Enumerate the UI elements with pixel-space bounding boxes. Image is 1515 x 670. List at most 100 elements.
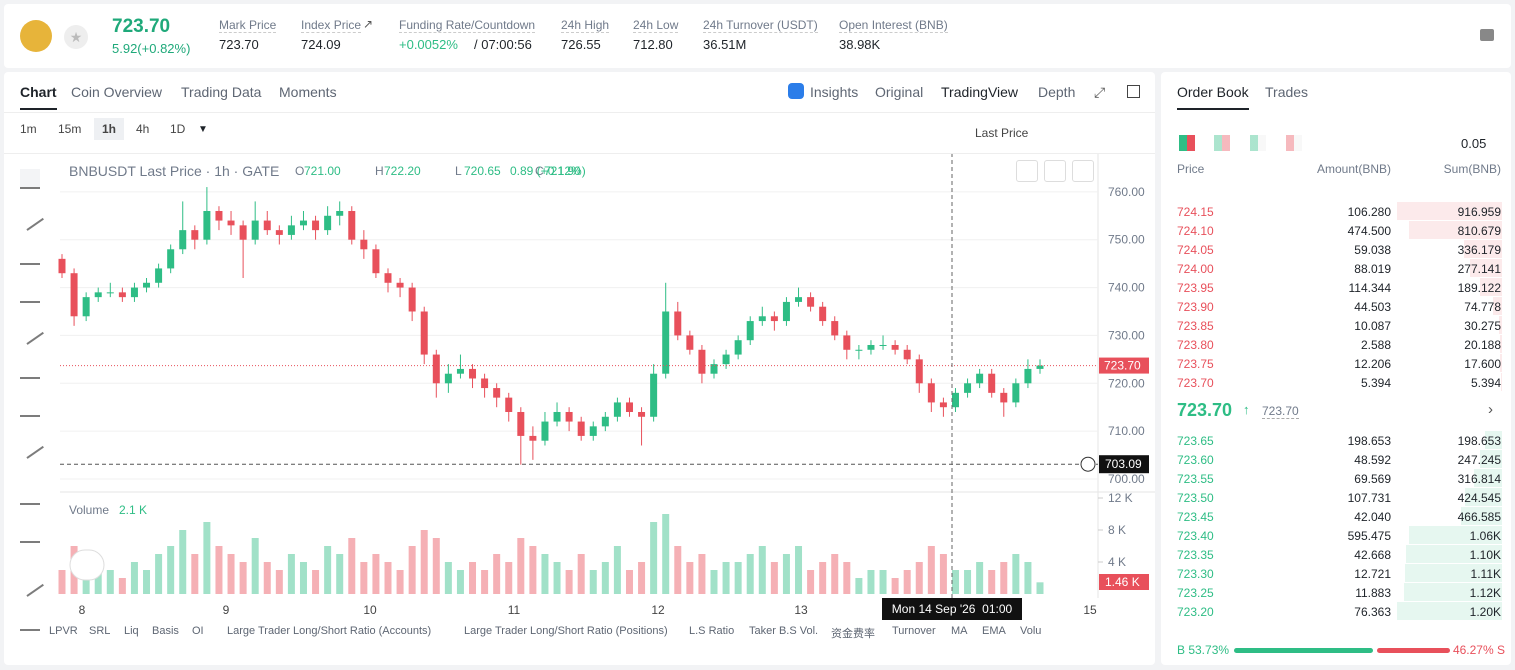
- ob-more[interactable]: ›: [1488, 401, 1493, 418]
- ob-price[interactable]: 723.45: [1177, 510, 1214, 524]
- indicator[interactable]: OI: [192, 625, 204, 637]
- ob-price[interactable]: 723.40: [1177, 529, 1214, 543]
- price-source[interactable]: Last Price: [975, 126, 1029, 140]
- ob-price[interactable]: 723.30: [1177, 567, 1214, 581]
- indicator[interactable]: Taker B.S Vol.: [749, 625, 819, 637]
- chart-btn[interactable]: [1072, 160, 1094, 182]
- ob-price[interactable]: 723.95: [1177, 281, 1214, 295]
- ob-tab[interactable]: Trades: [1265, 84, 1309, 100]
- indicator[interactable]: EMA: [982, 625, 1006, 637]
- ob-price[interactable]: 723.85: [1177, 319, 1214, 333]
- interval[interactable]: 1h: [94, 118, 125, 140]
- ob-layout[interactable]: [1214, 135, 1230, 151]
- depth-bar: [1499, 335, 1502, 353]
- y-tick-label: 760.00: [1108, 185, 1145, 199]
- external-icon[interactable]: ↗: [363, 17, 374, 31]
- indicator[interactable]: L.S Ratio: [689, 625, 735, 637]
- tool-icon[interactable]: [20, 169, 40, 189]
- depth-bar: [1397, 202, 1502, 220]
- interval[interactable]: 1m: [20, 122, 37, 136]
- candle-body: [493, 388, 501, 398]
- chart-btn[interactable]: [1044, 160, 1066, 182]
- ob-price[interactable]: 723.80: [1177, 338, 1214, 352]
- expand-icon[interactable]: ⤢: [1094, 84, 1106, 100]
- ob-price[interactable]: 723.50: [1177, 491, 1214, 505]
- indicator[interactable]: Liq: [124, 625, 139, 637]
- candle-body: [179, 230, 187, 250]
- ob-price[interactable]: 723.75: [1177, 357, 1214, 371]
- favorite-star[interactable]: ★: [64, 25, 88, 49]
- ob-layout[interactable]: [1179, 135, 1195, 151]
- tool-icon[interactable]: [20, 611, 40, 631]
- dropdown[interactable]: ▼: [198, 124, 208, 135]
- ob-head: Sum(BNB): [1443, 162, 1501, 176]
- tool-icon[interactable]: [20, 283, 40, 303]
- ob-layout[interactable]: [1286, 135, 1302, 151]
- ob-sum: 189.122: [1457, 281, 1501, 295]
- ob-sum: 198.653: [1457, 434, 1501, 448]
- ob-price[interactable]: 723.70: [1177, 376, 1214, 390]
- ob-price[interactable]: 724.00: [1177, 262, 1214, 276]
- chart-tab[interactable]: Chart: [20, 84, 57, 110]
- indicator[interactable]: Large Trader Long/Short Ratio (Accounts): [227, 625, 432, 637]
- indicator[interactable]: 资金费率: [831, 628, 875, 640]
- chart: 700.00 710.00 720.00 730.00 740.00 750.00 760.…: [58, 153, 1155, 620]
- view-tab[interactable]: TradingView: [941, 84, 1019, 100]
- ob-layout[interactable]: [1250, 135, 1266, 151]
- volume-bar: [674, 546, 682, 594]
- ob-price[interactable]: 723.65: [1177, 434, 1214, 448]
- chart-btn[interactable]: [1016, 160, 1038, 182]
- interval[interactable]: 4h: [136, 122, 150, 136]
- window-icon[interactable]: [1127, 85, 1140, 98]
- tool-icon[interactable]: [20, 397, 40, 417]
- insights-icon: [788, 83, 804, 99]
- candle-body: [939, 402, 947, 408]
- view-tab[interactable]: Original: [875, 84, 924, 100]
- ob-price[interactable]: 724.15: [1177, 205, 1214, 219]
- candle-body: [698, 349, 706, 374]
- ob-price[interactable]: 723.25: [1177, 586, 1214, 600]
- tool-icon[interactable]: [20, 523, 40, 543]
- indicator[interactable]: Volu: [1020, 625, 1042, 637]
- view-tab[interactable]: Depth: [1038, 84, 1076, 100]
- candle-body: [734, 340, 742, 355]
- indicator[interactable]: SRL: [89, 625, 111, 637]
- depth-bar: [1461, 507, 1502, 525]
- tool-icon[interactable]: [20, 359, 40, 379]
- volume-bar: [650, 522, 658, 594]
- chart-tab[interactable]: Coin Overview: [71, 84, 163, 100]
- interval[interactable]: 1D: [170, 122, 186, 136]
- tool-icon[interactable]: [20, 245, 40, 265]
- indicator[interactable]: Large Trader Long/Short Ratio (Positions…: [464, 625, 668, 637]
- ob-price[interactable]: 723.60: [1177, 453, 1214, 467]
- chart-tab[interactable]: Trading Data: [181, 84, 262, 100]
- ob-price[interactable]: 724.05: [1177, 243, 1214, 257]
- sell-label: 46.27% S: [1452, 643, 1505, 657]
- ob-price[interactable]: 723.90: [1177, 300, 1214, 314]
- precision[interactable]: 0.05: [1461, 136, 1487, 151]
- volume-bar: [420, 530, 428, 594]
- ob-tab[interactable]: Order Book: [1177, 84, 1249, 110]
- legend-key: C: [535, 164, 544, 178]
- interval[interactable]: 15m: [58, 122, 82, 136]
- candle-body: [565, 411, 573, 422]
- indicator[interactable]: LPVR: [49, 625, 78, 637]
- volume-tick-label: 4 K: [1108, 555, 1126, 569]
- indicator[interactable]: Basis: [152, 625, 179, 637]
- ob-price[interactable]: 723.55: [1177, 472, 1214, 486]
- ob-price[interactable]: 723.35: [1177, 548, 1214, 562]
- x-tick-label: 13: [794, 603, 808, 617]
- tool-icon[interactable]: [20, 485, 40, 505]
- candle-body: [988, 373, 996, 393]
- view-tab[interactable]: Insights: [810, 84, 859, 100]
- indicator[interactable]: MA: [951, 625, 968, 637]
- chart-tab[interactable]: Moments: [279, 84, 337, 100]
- volume-bar: [831, 554, 839, 594]
- indicator[interactable]: Turnover: [892, 625, 936, 637]
- legend-key: L: [455, 164, 462, 178]
- ob-price[interactable]: 724.10: [1177, 224, 1214, 238]
- volume-bar: [517, 538, 525, 594]
- header-icon[interactable]: [1480, 29, 1494, 41]
- ob-price[interactable]: 723.20: [1177, 605, 1214, 619]
- depth-bar: [1484, 431, 1502, 449]
